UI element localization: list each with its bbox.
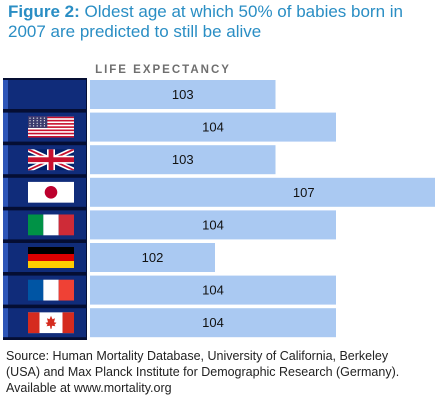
- canada-flag-icon: [28, 312, 74, 334]
- flag-cell-edge: [3, 243, 8, 272]
- us-flag-icon: [28, 116, 74, 138]
- bar-value-label: 102: [142, 250, 164, 265]
- bar: [90, 210, 336, 240]
- flag-cell-edge: [3, 80, 8, 109]
- bar: [90, 275, 336, 305]
- flag-cell: [8, 80, 86, 109]
- bar: [90, 80, 276, 109]
- column-header: LIFE EXPECTANCY: [95, 64, 231, 76]
- bar-value-label: 104: [202, 283, 224, 298]
- flag-cell-edge: [3, 145, 8, 175]
- flag-cell-edge: [3, 112, 8, 142]
- bar-value-label: 107: [293, 185, 315, 200]
- italy-flag-icon: [28, 214, 74, 236]
- flag-cell-edge: [3, 210, 8, 240]
- japan-flag-icon: [28, 181, 74, 203]
- bar-row: 103: [3, 145, 276, 175]
- bar-chart: 103 104 103 107 104 102 104 104: [3, 78, 435, 340]
- source-note: Source: Human Mortality Database, Univer…: [6, 348, 431, 396]
- flag-cell-edge: [3, 177, 8, 207]
- bar: [90, 145, 276, 175]
- source-line-1: Source: Human Mortality Database, Univer…: [6, 349, 389, 363]
- source-line-3: Available at www.mortality.org: [6, 381, 172, 395]
- bar-row: 104: [3, 210, 336, 240]
- france-flag-icon: [28, 279, 74, 301]
- bar: [90, 308, 336, 338]
- bar-value-label: 103: [172, 152, 194, 167]
- germany-flag-icon: [28, 247, 74, 268]
- bar-row: 103: [3, 80, 276, 109]
- bar-row: 104: [3, 275, 336, 305]
- bar-row: 104: [3, 112, 336, 142]
- bar-row: 104: [3, 308, 336, 338]
- figure-title: Figure 2: Oldest age at which 50% of bab…: [8, 2, 428, 42]
- bar-row: 102: [3, 243, 215, 272]
- bar: [90, 177, 435, 207]
- bar-value-label: 104: [202, 120, 224, 135]
- source-line-2: (USA) and Max Planck Institute for Demog…: [6, 365, 400, 379]
- bar-row: 107: [3, 177, 435, 207]
- figure-label: Figure 2:: [8, 2, 80, 21]
- bar-value-label: 104: [202, 315, 224, 330]
- bar-value-label: 104: [202, 217, 224, 232]
- bar-value-label: 103: [172, 87, 194, 102]
- figure-title-text: Oldest age at which 50% of babies born i…: [8, 2, 404, 41]
- uk-flag-icon: [28, 149, 74, 171]
- flag-cell-edge: [3, 308, 8, 338]
- flag-cell-edge: [3, 275, 8, 305]
- bar: [90, 243, 215, 272]
- bar: [90, 112, 336, 142]
